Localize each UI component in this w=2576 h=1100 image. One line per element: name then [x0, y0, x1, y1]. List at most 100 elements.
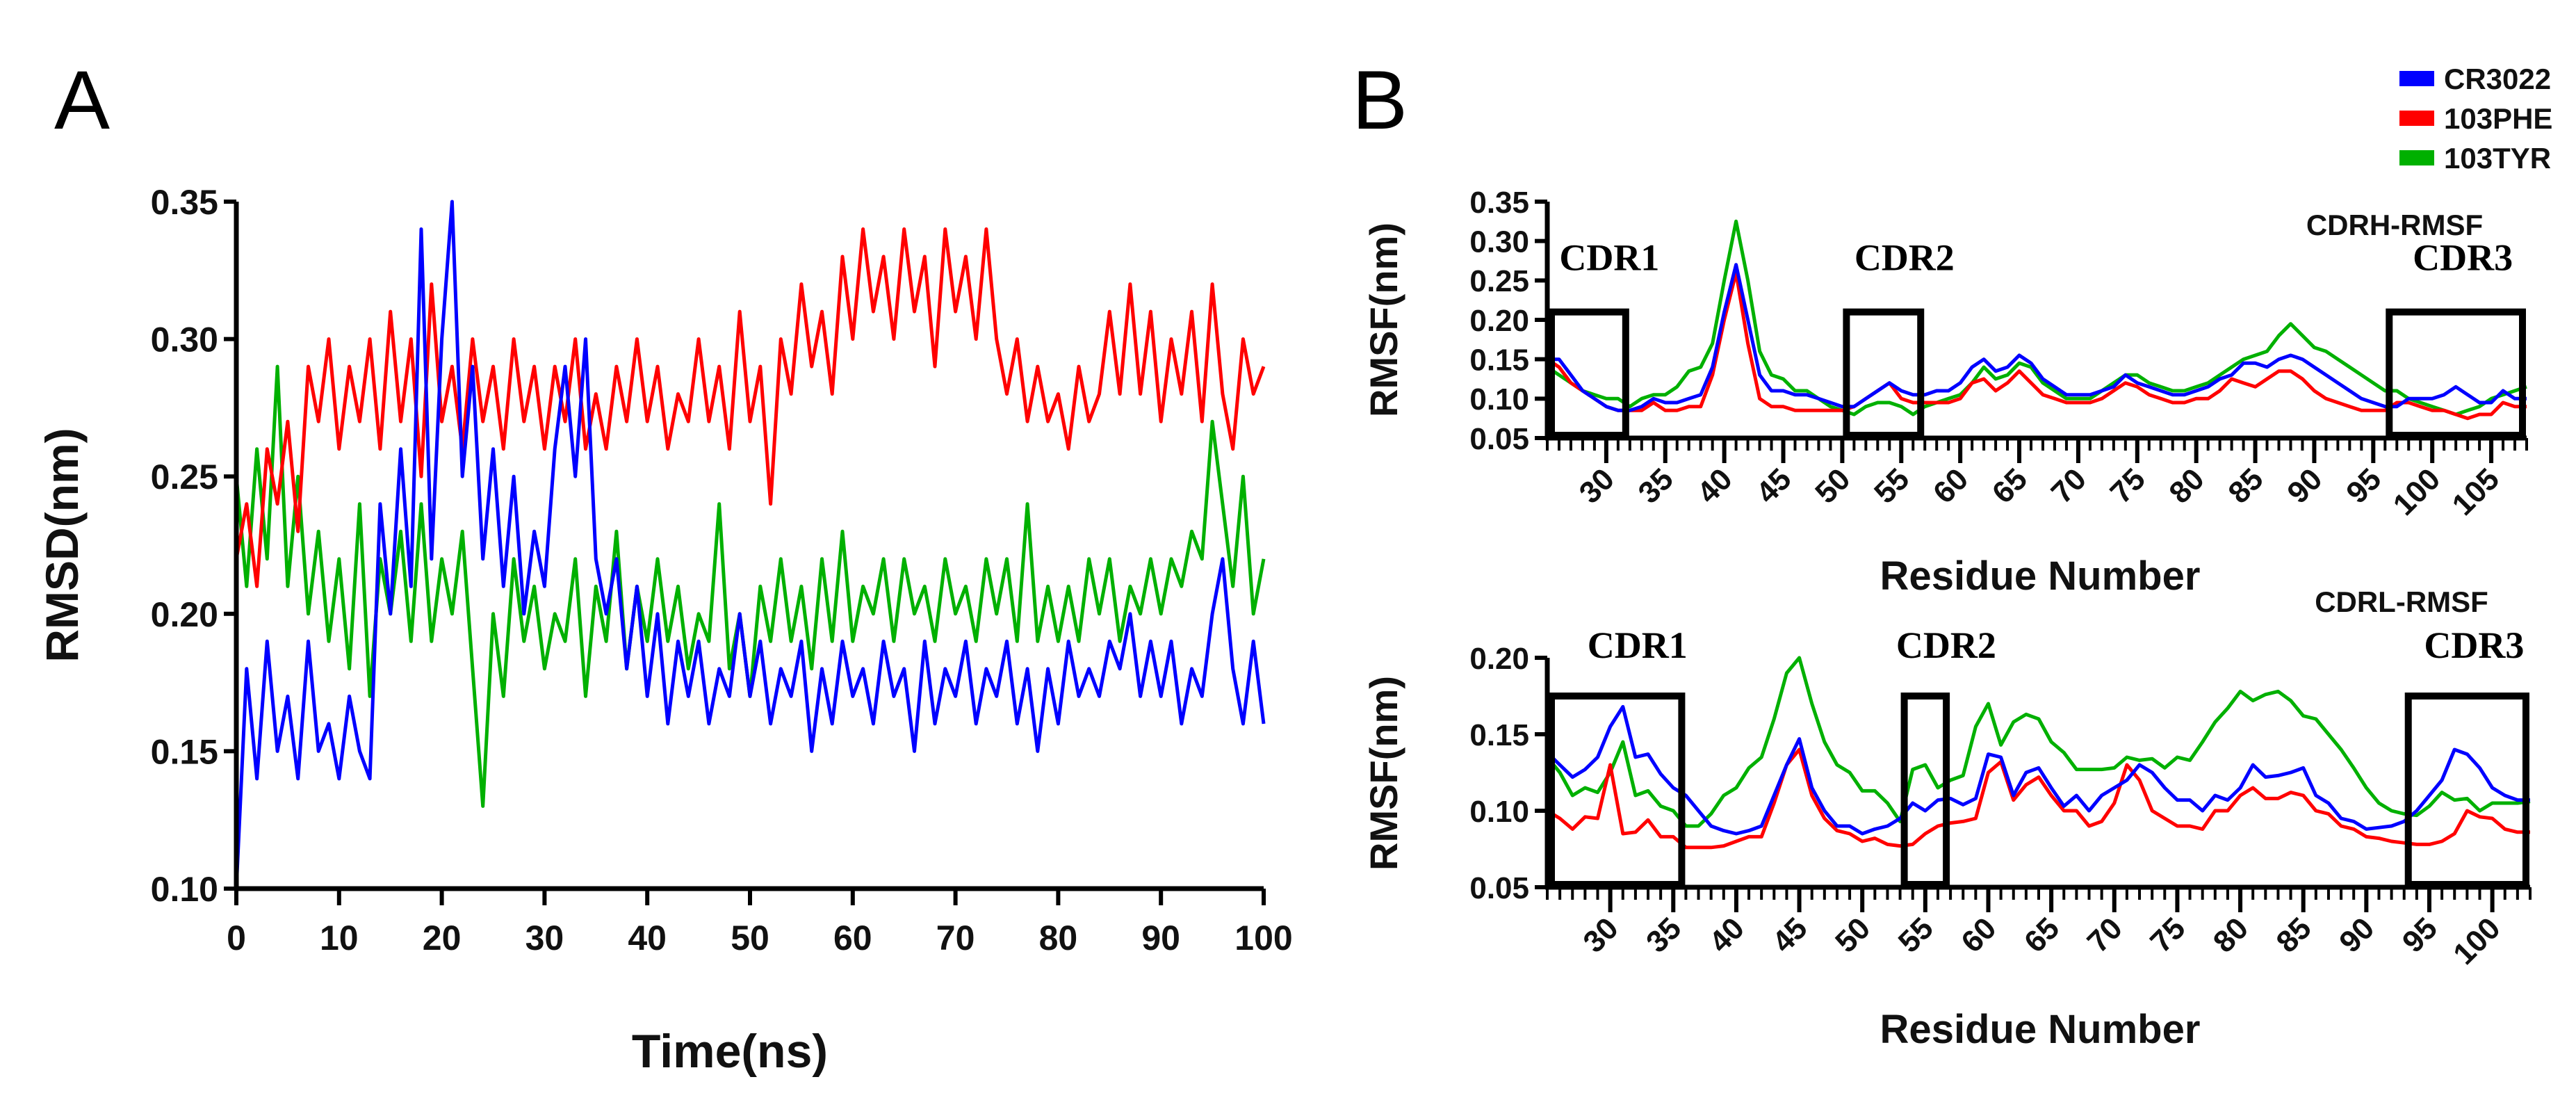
y-tick-label: 0.20 [151, 595, 218, 634]
x-tick-label: 100 [2387, 462, 2447, 522]
y-tick-label: 0.05 [1469, 871, 1529, 905]
x-tick-label: 35 [1640, 911, 1688, 959]
y-tick-label: 0.30 [151, 321, 218, 359]
x-tick-label: 50 [1809, 462, 1857, 510]
x-tick-label: 50 [1829, 911, 1877, 959]
rmsd-chart: 0.10 0.15 0.20 0.25 0.30 0.35 0 10 20 30 40 50 60 70 8… [151, 183, 1293, 957]
legend-swatch [2399, 150, 2434, 165]
x-tick-label: 45 [1766, 911, 1813, 959]
x-tick-label: 35 [1632, 462, 1680, 510]
legend-swatch [2399, 111, 2434, 126]
x-tick-label: 10 [320, 919, 359, 957]
cdr-region-label: CDR2 [1896, 624, 1996, 666]
y-tick-label: 0.25 [1469, 264, 1529, 298]
cdr-region-label: CDR2 [1854, 237, 1955, 279]
y-axis-title: RMSF(nm) [1362, 676, 1405, 871]
x-tick-label: 70 [2081, 911, 2129, 959]
y-tick-label: 0.15 [1469, 718, 1529, 752]
x-tick-label: 95 [2340, 462, 2388, 510]
x-tick-label: 65 [2018, 911, 2066, 959]
x-tick-label: 55 [1892, 911, 1940, 959]
x-tick-label: 80 [2162, 462, 2210, 510]
x-tick-label: 30 [1576, 911, 1624, 959]
series-line-103phe [1546, 270, 2527, 421]
y-tick-label: 0.20 [1469, 642, 1529, 676]
cdr-region-label: CDR3 [2413, 237, 2513, 279]
cdr-region-box [1900, 693, 1950, 888]
series-line-103tyr [1546, 656, 2531, 828]
x-tick-label: 40 [1703, 911, 1751, 959]
y-tick-label: 0.15 [1469, 343, 1529, 378]
y-tick-label: 0.10 [151, 870, 218, 909]
y-axis-title: RMSD(nm) [36, 428, 88, 662]
x-tick-label: 85 [2222, 462, 2269, 510]
x-tick-label: 90 [2333, 911, 2381, 959]
x-tick-label: 95 [2396, 911, 2444, 959]
chart-title-cdrl: CDRL-RMSF [2315, 585, 2488, 618]
legend-label: 103PHE [2444, 102, 2552, 135]
x-tick-label: 60 [1955, 911, 2003, 959]
x-tick-label: 105 [2446, 462, 2506, 522]
legend: CR3022 103PHE 103TYR [2399, 63, 2552, 175]
legend-swatch [2399, 71, 2434, 86]
cdr-region-label: CDR3 [2424, 624, 2524, 666]
cdr-region-box [1843, 308, 1925, 439]
legend-label: 103TYR [2444, 142, 2551, 175]
cdr-region-box [1548, 308, 1629, 439]
legend-item-cr3022: CR3022 [2399, 63, 2551, 95]
x-tick-label: 45 [1750, 462, 1798, 510]
x-tick-label: 70 [2045, 462, 2093, 510]
chart-title-cdrh: CDRH-RMSF [2306, 209, 2483, 241]
x-tick-label: 80 [2207, 911, 2255, 959]
x-tick-label: 70 [936, 919, 975, 957]
y-tick-label: 0.35 [1469, 186, 1529, 220]
panel-label-a: A [54, 54, 110, 147]
cdr-region-box [2404, 693, 2530, 888]
x-tick-label: 80 [1039, 919, 1078, 957]
cdr-region-label: CDR1 [1559, 237, 1659, 279]
cdr-region-label: CDR1 [1588, 624, 1688, 666]
y-tick-label: 0.05 [1469, 422, 1529, 456]
x-tick-label: 65 [1986, 462, 2034, 510]
cdrl-rmsf-chart: CDR1 CDR2 CDR3 0.05 0.10 0.15 0.20 30 35 40 45 50 55… [1469, 624, 2532, 971]
y-tick-label: 0.15 [151, 732, 218, 771]
y-tick-label: 0.30 [1469, 225, 1529, 259]
x-axis-title: Time(ns) [632, 1025, 828, 1078]
x-tick-label: 55 [1868, 462, 1916, 510]
series-line-cr3022 [1546, 704, 2530, 836]
cdr-region-box [1548, 693, 1686, 888]
x-tick-label: 100 [2447, 911, 2507, 971]
series-line-cr3022 [1547, 263, 2527, 412]
y-tick-label: 0.20 [1469, 304, 1529, 338]
legend-item-103phe: 103PHE [2399, 102, 2552, 135]
x-tick-label: 75 [2144, 911, 2192, 959]
series-line-cr3022 [234, 200, 1266, 889]
panel-label-b: B [1352, 54, 1408, 147]
x-tick-label: 60 [833, 919, 872, 957]
x-tick-label: 30 [525, 919, 564, 957]
y-axis-title: RMSF(nm) [1362, 223, 1405, 417]
x-tick-label: 90 [2281, 462, 2329, 510]
x-tick-label: 40 [628, 919, 667, 957]
x-tick-label: 100 [1234, 919, 1292, 957]
series-line-103phe [1546, 747, 2530, 850]
legend-label: CR3022 [2444, 63, 2551, 95]
series-line-103phe [234, 227, 1266, 588]
x-axis-title: Residue Number [1880, 1007, 2201, 1052]
y-tick-label: 0.35 [151, 183, 218, 222]
x-tick-label: 20 [423, 919, 462, 957]
x-tick-label: 90 [1141, 919, 1180, 957]
x-tick-label: 40 [1690, 462, 1738, 510]
y-tick-label: 0.25 [151, 458, 218, 496]
x-tick-label: 75 [2104, 462, 2152, 510]
legend-item-103tyr: 103TYR [2399, 142, 2551, 175]
x-tick-label: 0 [227, 919, 246, 957]
x-tick-label: 30 [1573, 462, 1621, 510]
series-line-103tyr [1546, 219, 2527, 416]
y-tick-label: 0.10 [1469, 382, 1529, 416]
x-tick-label: 85 [2270, 911, 2318, 959]
x-axis-title: Residue Number [1880, 553, 2201, 599]
y-tick-label: 0.10 [1469, 795, 1529, 829]
x-tick-label: 50 [731, 919, 769, 957]
